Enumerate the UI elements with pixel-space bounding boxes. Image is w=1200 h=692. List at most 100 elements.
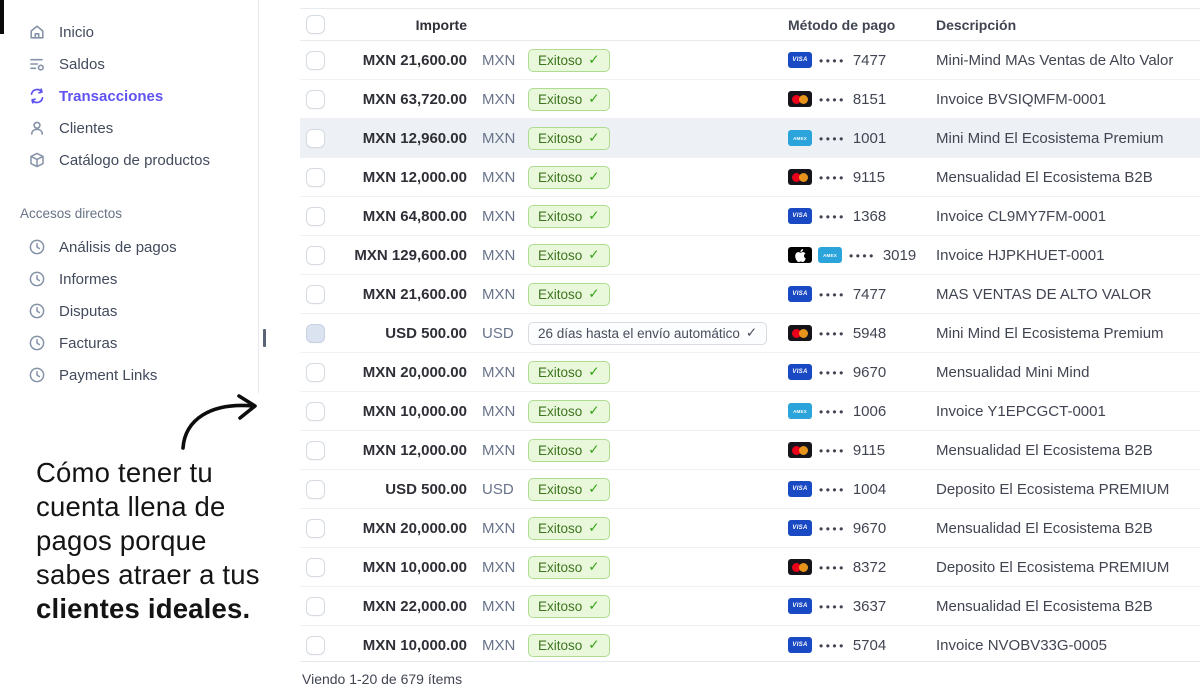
clock-icon bbox=[28, 302, 46, 320]
table-row[interactable]: MXN 10,000.00 MXN Exitoso ✓ VISA •••• 570… bbox=[300, 626, 1200, 661]
row-checkbox[interactable] bbox=[306, 284, 325, 304]
row-checkbox[interactable] bbox=[306, 479, 325, 499]
table-row[interactable]: MXN 21,600.00 MXN Exitoso ✓ VISA •••• 747… bbox=[300, 275, 1200, 314]
description: Mini-Mind MAs Ventas de Alto Valor bbox=[936, 51, 1174, 69]
table-body: MXN 21,600.00 MXN Exitoso ✓ VISA •••• 747… bbox=[300, 41, 1200, 661]
product-catalog-icon bbox=[28, 151, 46, 169]
check-icon: ✓ bbox=[588, 481, 600, 496]
sidebar-item-disputas[interactable]: Disputas bbox=[0, 295, 258, 327]
table-row[interactable]: MXN 10,000.00 MXN Exitoso ✓ AMEX •••• 100… bbox=[300, 392, 1200, 431]
table-row[interactable]: MXN 12,000.00 MXN Exitoso ✓ •••• 9115 Men… bbox=[300, 158, 1200, 197]
card-dots: •••• bbox=[819, 171, 846, 185]
description: Invoice HJPKHUET-0001 bbox=[936, 246, 1105, 264]
row-checkbox[interactable] bbox=[306, 323, 325, 343]
table-row[interactable]: MXN 20,000.00 MXN Exitoso ✓ VISA •••• 967… bbox=[300, 353, 1200, 392]
mastercard-card-icon bbox=[788, 559, 812, 575]
sidebar-item-catalogo[interactable]: Catálogo de productos bbox=[0, 144, 258, 176]
table-row[interactable]: MXN 21,600.00 MXN Exitoso ✓ VISA •••• 747… bbox=[300, 41, 1200, 80]
row-checkbox[interactable] bbox=[306, 89, 325, 109]
visa-card-icon: VISA bbox=[788, 481, 812, 497]
row-checkbox[interactable] bbox=[306, 206, 325, 226]
row-checkbox[interactable] bbox=[306, 362, 325, 382]
sidebar-item-payment-links[interactable]: Payment Links bbox=[0, 359, 258, 391]
row-checkbox[interactable] bbox=[306, 635, 325, 655]
status-badge: Exitoso ✓ bbox=[528, 555, 610, 579]
currency: MXN bbox=[482, 246, 516, 264]
card-last4: 8151 bbox=[852, 90, 887, 108]
sidebar-item-label: Catálogo de productos bbox=[59, 151, 210, 169]
currency: MXN bbox=[482, 636, 516, 654]
row-checkbox[interactable] bbox=[306, 128, 325, 148]
check-icon: ✓ bbox=[588, 598, 600, 613]
card-dots: •••• bbox=[819, 366, 846, 380]
table-row[interactable]: MXN 64,800.00 MXN Exitoso ✓ VISA •••• 136… bbox=[300, 197, 1200, 236]
currency: USD bbox=[482, 480, 514, 498]
amount: MXN 12,000.00 bbox=[362, 441, 467, 459]
status-badge: Exitoso ✓ bbox=[528, 282, 610, 306]
sidebar-item-analisis-de-pagos[interactable]: Análisis de pagos bbox=[0, 231, 258, 263]
currency: MXN bbox=[482, 129, 516, 147]
payment-method: •••• 5948 bbox=[788, 325, 936, 342]
visa-card-icon: VISA bbox=[788, 637, 812, 653]
table-row[interactable]: USD 500.00 USD 26 días hasta el envío au… bbox=[300, 314, 1200, 353]
check-icon: ✓ bbox=[588, 208, 600, 223]
status-label: Exitoso bbox=[538, 364, 583, 380]
amex-card-icon: AMEX bbox=[788, 403, 812, 419]
table-row[interactable]: MXN 63,720.00 MXN Exitoso ✓ •••• 8151 Inv… bbox=[300, 80, 1200, 119]
sidebar-item-clientes[interactable]: Clientes bbox=[0, 112, 258, 144]
amount: MXN 21,600.00 bbox=[362, 51, 467, 69]
curved-arrow-right-icon bbox=[181, 394, 257, 450]
status-label: Exitoso bbox=[538, 442, 583, 458]
amount: USD 500.00 bbox=[385, 324, 467, 342]
mastercard-card-icon bbox=[788, 325, 812, 341]
amount: MXN 20,000.00 bbox=[362, 519, 467, 537]
status-label: Exitoso bbox=[538, 520, 583, 536]
check-icon: ✓ bbox=[588, 286, 600, 301]
sidebar-item-facturas[interactable]: Facturas bbox=[0, 327, 258, 359]
header-importe: Importe bbox=[415, 16, 467, 33]
row-checkbox[interactable] bbox=[306, 596, 325, 616]
check-icon: ✓ bbox=[745, 325, 758, 340]
table-row[interactable]: MXN 20,000.00 MXN Exitoso ✓ VISA •••• 967… bbox=[300, 509, 1200, 548]
payment-method: •••• 8372 bbox=[788, 559, 936, 576]
sidebar-item-informes[interactable]: Informes bbox=[0, 263, 258, 295]
balances-icon bbox=[28, 55, 46, 73]
row-checkbox[interactable] bbox=[306, 518, 325, 538]
sidebar-item-inicio[interactable]: Inicio bbox=[0, 16, 258, 48]
status-label: Exitoso bbox=[538, 247, 583, 263]
card-dots: •••• bbox=[819, 444, 846, 458]
sidebar-item-transacciones[interactable]: Transacciones bbox=[0, 80, 258, 112]
currency: MXN bbox=[482, 90, 516, 108]
table-row[interactable]: MXN 10,000.00 MXN Exitoso ✓ •••• 8372 Dep… bbox=[300, 548, 1200, 587]
row-checkbox[interactable] bbox=[306, 401, 325, 421]
sidebar-item-saldos[interactable]: Saldos bbox=[0, 48, 258, 80]
row-checkbox[interactable] bbox=[306, 50, 325, 70]
select-all-checkbox[interactable] bbox=[306, 15, 325, 34]
row-checkbox[interactable] bbox=[306, 440, 325, 460]
pagination-status: Viendo 1-20 de 679 ítems bbox=[302, 671, 463, 687]
visa-card-icon: VISA bbox=[788, 364, 812, 380]
table-row[interactable]: USD 500.00 USD Exitoso ✓ VISA •••• 1004 D… bbox=[300, 470, 1200, 509]
card-dots: •••• bbox=[819, 210, 846, 224]
card-dots: •••• bbox=[819, 132, 846, 146]
payment-method: AMEX •••• 3019 bbox=[788, 247, 936, 264]
sidebar-item-label: Disputas bbox=[59, 302, 118, 320]
row-checkbox[interactable] bbox=[306, 557, 325, 577]
payment-method: •••• 8151 bbox=[788, 91, 936, 108]
description: Mensualidad El Ecosistema B2B bbox=[936, 441, 1153, 459]
row-checkbox[interactable] bbox=[306, 245, 325, 265]
row-checkbox[interactable] bbox=[306, 167, 325, 187]
status-badge: Exitoso ✓ bbox=[528, 48, 610, 72]
table-row[interactable]: MXN 129,600.00 MXN Exitoso ✓ AMEX •••• 30… bbox=[300, 236, 1200, 275]
card-last4: 9115 bbox=[852, 441, 886, 459]
description: Invoice NVOBV33G-0005 bbox=[936, 636, 1107, 654]
status-badge: Exitoso ✓ bbox=[528, 126, 610, 150]
table-row[interactable]: MXN 22,000.00 MXN Exitoso ✓ VISA •••• 363… bbox=[300, 587, 1200, 626]
check-icon: ✓ bbox=[588, 91, 600, 106]
table-row[interactable]: MXN 12,960.00 MXN Exitoso ✓ AMEX •••• 100… bbox=[300, 119, 1200, 158]
payment-method: VISA •••• 9670 bbox=[788, 520, 936, 537]
card-last4: 3019 bbox=[882, 246, 917, 264]
table-row[interactable]: MXN 12,000.00 MXN Exitoso ✓ •••• 9115 Men… bbox=[300, 431, 1200, 470]
card-last4: 1368 bbox=[852, 207, 887, 225]
